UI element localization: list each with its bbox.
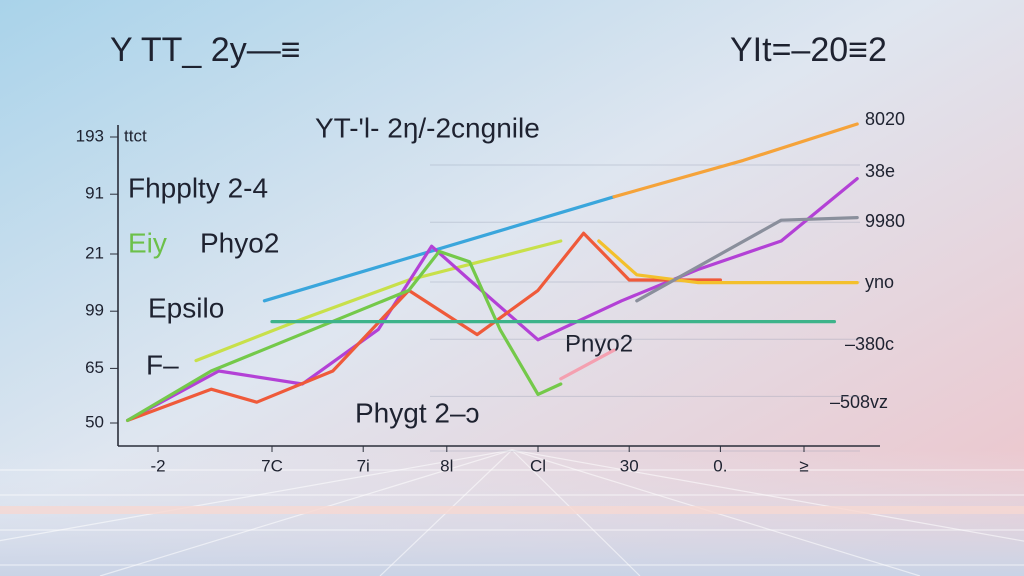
series-line	[194, 239, 563, 363]
x-tick-label: ≥	[799, 456, 808, 475]
glow-band	[0, 506, 1024, 514]
right-label: yno	[865, 272, 894, 292]
series-line	[126, 231, 722, 422]
annotation: Phyo2	[200, 227, 279, 258]
x-tick-label: 7C	[261, 456, 283, 475]
series-line	[262, 195, 616, 303]
y-axis-label: ttct	[124, 126, 147, 145]
annotation: Pnyo2	[565, 330, 633, 357]
right-label: –380c	[845, 334, 894, 354]
series-line	[559, 348, 616, 381]
annotation: Fhpplty 2-4	[128, 172, 268, 203]
series-line	[126, 177, 859, 422]
x-tick-label: 0.	[713, 456, 727, 475]
series-line	[612, 122, 859, 199]
x-tick-label: 30	[620, 456, 639, 475]
right-label: 8020	[865, 109, 905, 129]
y-tick-label: 65	[85, 358, 104, 377]
annotation: Phygt 2–ɔ	[355, 397, 480, 428]
series-line	[635, 216, 859, 303]
series-line	[597, 239, 859, 285]
x-tick-label: -2	[150, 456, 165, 475]
right-label: –508vz	[830, 392, 888, 412]
annotation: F–	[146, 349, 179, 380]
right-label: 9980	[865, 211, 905, 231]
header-right: YIt=–20≡2	[730, 31, 887, 69]
y-tick-label: 193	[76, 126, 104, 145]
x-tick-label: Cl	[530, 456, 546, 475]
y-tick-label: 21	[85, 243, 104, 262]
chart-title: YT-'l- 2ŋ/-2cngnile	[315, 112, 540, 143]
right-label: 38e	[865, 161, 895, 181]
y-tick-label: 50	[85, 412, 104, 431]
header-left: Y TT_ 2y—≡	[110, 31, 301, 69]
y-tick-label: 99	[85, 301, 104, 320]
x-tick-label: 7i	[357, 456, 370, 475]
x-tick-label: 8l	[440, 456, 453, 475]
annotation: Eiy	[128, 227, 167, 258]
series-line	[126, 249, 563, 422]
annotation: Epsilo	[148, 292, 224, 323]
y-tick-label: 91	[85, 184, 104, 203]
